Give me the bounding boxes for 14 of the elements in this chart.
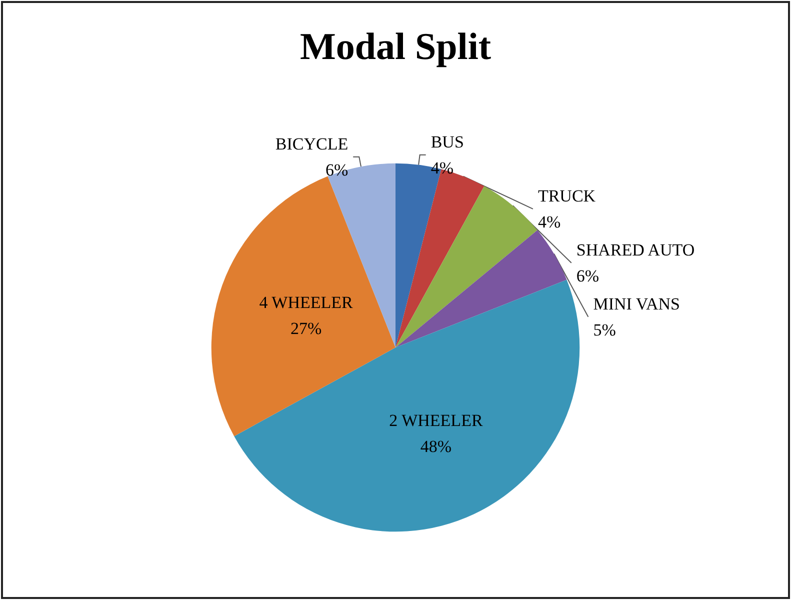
- slice-label: BUS: [430, 132, 464, 152]
- chart-title: Modal Split: [300, 26, 492, 68]
- data-label: 6%: [576, 266, 600, 286]
- slice-label: MINI VANS: [593, 294, 680, 314]
- slice-label: 4 WHEELER: [259, 292, 354, 312]
- data-label: 4%: [538, 212, 561, 232]
- data-label: 5%: [593, 320, 616, 340]
- slice-label: 2 WHEELER: [389, 411, 484, 430]
- slice-label: SHARED AUTO: [576, 240, 695, 260]
- slice-label: BICYCLE: [275, 134, 348, 154]
- data-label: 48%: [420, 437, 452, 456]
- data-label: 6%: [325, 160, 348, 180]
- data-label: 27%: [290, 318, 322, 338]
- slice-label: TRUCK: [538, 186, 596, 206]
